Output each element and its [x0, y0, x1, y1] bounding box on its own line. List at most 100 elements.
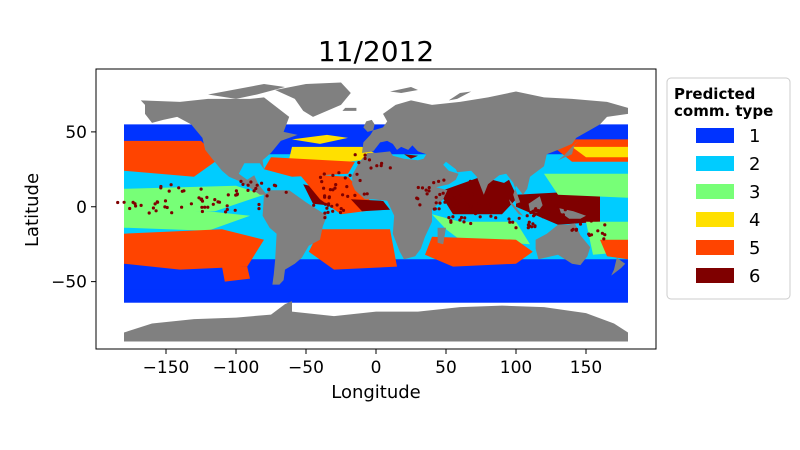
- point-type-6: [326, 210, 330, 214]
- point-type-6: [241, 182, 245, 186]
- point-type-6: [438, 201, 442, 205]
- region-17: [495, 179, 516, 195]
- point-type-6: [180, 205, 184, 209]
- point-type-6: [128, 206, 132, 211]
- plot-area: [95, 68, 657, 350]
- point-type-6: [206, 205, 210, 209]
- point-type-6: [438, 192, 442, 197]
- point-type-6: [200, 199, 205, 203]
- point-type-6: [420, 186, 425, 190]
- land-japan: [558, 140, 579, 161]
- point-type-6: [323, 202, 328, 206]
- point-type-6: [331, 209, 335, 213]
- point-type-6: [369, 166, 373, 170]
- point-type-6: [542, 208, 546, 212]
- point-type-6: [578, 222, 583, 226]
- point-type-6: [495, 210, 500, 214]
- point-type-6: [331, 173, 335, 177]
- point-type-6: [355, 172, 359, 176]
- point-type-6: [246, 188, 250, 192]
- point-type-6: [462, 220, 466, 224]
- point-type-6: [469, 191, 473, 195]
- x-tick-label: 50: [435, 358, 457, 378]
- y-axis-ticks: −50 0 50: [51, 123, 96, 293]
- point-type-6: [433, 207, 437, 211]
- point-type-6: [189, 202, 193, 206]
- point-type-6: [477, 202, 481, 206]
- scattered-points: [116, 153, 607, 241]
- point-type-6: [333, 186, 337, 190]
- region-11: [308, 229, 397, 270]
- region-5: [289, 146, 383, 162]
- land-eurasia-africa: [352, 91, 628, 260]
- point-type-6: [469, 221, 473, 226]
- point-type-6: [246, 183, 250, 187]
- point-type-6: [596, 229, 600, 233]
- point-type-6: [343, 176, 347, 180]
- y-tick-label: 50: [65, 123, 87, 143]
- land-madagascar: [437, 227, 446, 245]
- point-type-6: [437, 179, 441, 183]
- point-type-6: [249, 180, 253, 184]
- chart-title: 11/2012: [318, 35, 434, 68]
- point-type-6: [346, 194, 350, 198]
- legend-label-3: 3: [749, 182, 760, 203]
- y-tick-label: −50: [51, 273, 87, 293]
- point-type-6: [257, 207, 261, 211]
- point-type-6: [200, 209, 204, 214]
- point-type-6: [427, 186, 431, 190]
- point-type-6: [205, 195, 209, 199]
- point-type-6: [561, 213, 566, 217]
- legend-swatch-2: [696, 156, 734, 171]
- point-type-6: [450, 196, 454, 200]
- point-type-6: [508, 220, 512, 224]
- land-australia: [535, 223, 591, 266]
- point-type-6: [211, 202, 215, 206]
- point-type-6: [334, 183, 338, 187]
- point-type-6: [498, 210, 502, 214]
- point-type-6: [169, 183, 173, 187]
- land-svalbard: [390, 87, 418, 93]
- point-type-6: [459, 215, 464, 220]
- point-type-6: [533, 225, 537, 229]
- point-type-6: [514, 226, 518, 230]
- region-10: [350, 199, 390, 212]
- point-type-6: [267, 187, 271, 191]
- point-type-6: [323, 216, 327, 220]
- x-tick-label: 100: [500, 358, 532, 378]
- point-type-6: [507, 217, 511, 221]
- point-type-6: [358, 178, 362, 183]
- point-type-6: [226, 193, 230, 197]
- point-type-6: [441, 191, 445, 195]
- point-type-6: [571, 227, 575, 231]
- land-novaya-zemlya: [448, 91, 472, 101]
- land-new-zealand: [611, 257, 626, 276]
- point-type-6: [318, 175, 323, 179]
- region-24: [124, 289, 628, 303]
- point-type-6: [200, 205, 204, 209]
- point-type-6: [454, 196, 458, 200]
- point-type-6: [147, 211, 151, 215]
- point-type-6: [602, 237, 606, 241]
- land-sumatra: [509, 199, 523, 216]
- x-tick-label: −150: [143, 358, 190, 378]
- point-type-6: [526, 226, 530, 230]
- region-2: [124, 209, 250, 231]
- point-type-6: [365, 192, 369, 196]
- point-type-6: [323, 211, 327, 215]
- point-type-6: [545, 195, 549, 199]
- point-type-6: [489, 214, 493, 218]
- point-type-6: [116, 200, 120, 205]
- x-axis-ticks: −150 −100 −50 0 50 100 150: [143, 349, 602, 378]
- point-type-6: [511, 220, 515, 224]
- legend-swatch-4: [696, 212, 734, 227]
- point-type-6: [255, 183, 259, 187]
- point-type-6: [312, 203, 316, 207]
- point-type-6: [446, 199, 450, 203]
- legend-swatch-5: [696, 240, 734, 255]
- region-23: [600, 239, 628, 260]
- point-type-6: [442, 178, 446, 182]
- legend-label-2: 2: [749, 154, 760, 175]
- point-type-6: [533, 213, 537, 217]
- region-0: [124, 140, 220, 177]
